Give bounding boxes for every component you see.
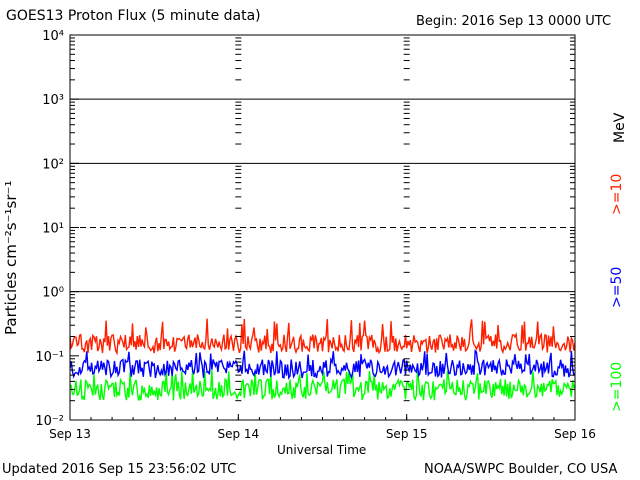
plot-frame: [69, 34, 576, 421]
y-tick-label: 10³: [42, 93, 64, 108]
x-tick-label: Sep 16: [554, 427, 596, 441]
y-tick-label: 10⁻¹: [35, 350, 64, 365]
series-line-10mev: [69, 318, 576, 356]
begin-date: Begin: 2016 Sep 13 0000 UTC: [416, 14, 612, 29]
energy-label-ge50: >=50: [609, 266, 625, 308]
footer-credit: NOAA/SWPC Boulder, CO USA: [424, 462, 618, 477]
y-tick-label: 10⁴: [42, 29, 64, 44]
energy-label-ge10: >=10: [609, 173, 625, 215]
energy-label-ge100: >=100: [609, 361, 625, 412]
footer-updated: Updated 2016 Sep 15 23:56:02 UTC: [2, 462, 237, 477]
x-tick-label: Sep 14: [217, 427, 259, 441]
y-axis-label: Particles cm⁻²s⁻¹sr⁻¹: [2, 180, 20, 335]
x-axis-label: Universal Time: [277, 443, 367, 457]
y-tick-label: 10⁻²: [35, 414, 64, 429]
y-tick-label: 10²: [42, 157, 64, 172]
y-tick-label: 10¹: [42, 222, 64, 237]
chart-title: GOES13 Proton Flux (5 minute data): [6, 8, 261, 24]
series-line-100mev: [69, 370, 576, 402]
grid-layer: [70, 98, 575, 293]
energy-unit-label: MeV: [612, 112, 628, 143]
tick-layer: 10⁻² 10⁻¹ 10⁰ 10¹ 10² 10³ 10⁴ Sep 13 Sep 14 Sep 1…: [35, 29, 595, 441]
y-tick-label: 10⁰: [42, 286, 64, 301]
series-line-50mev: [69, 349, 576, 380]
series-layer: [69, 318, 576, 402]
x-tick-label: Sep 15: [386, 427, 428, 441]
x-tick-label: Sep 13: [49, 427, 91, 441]
